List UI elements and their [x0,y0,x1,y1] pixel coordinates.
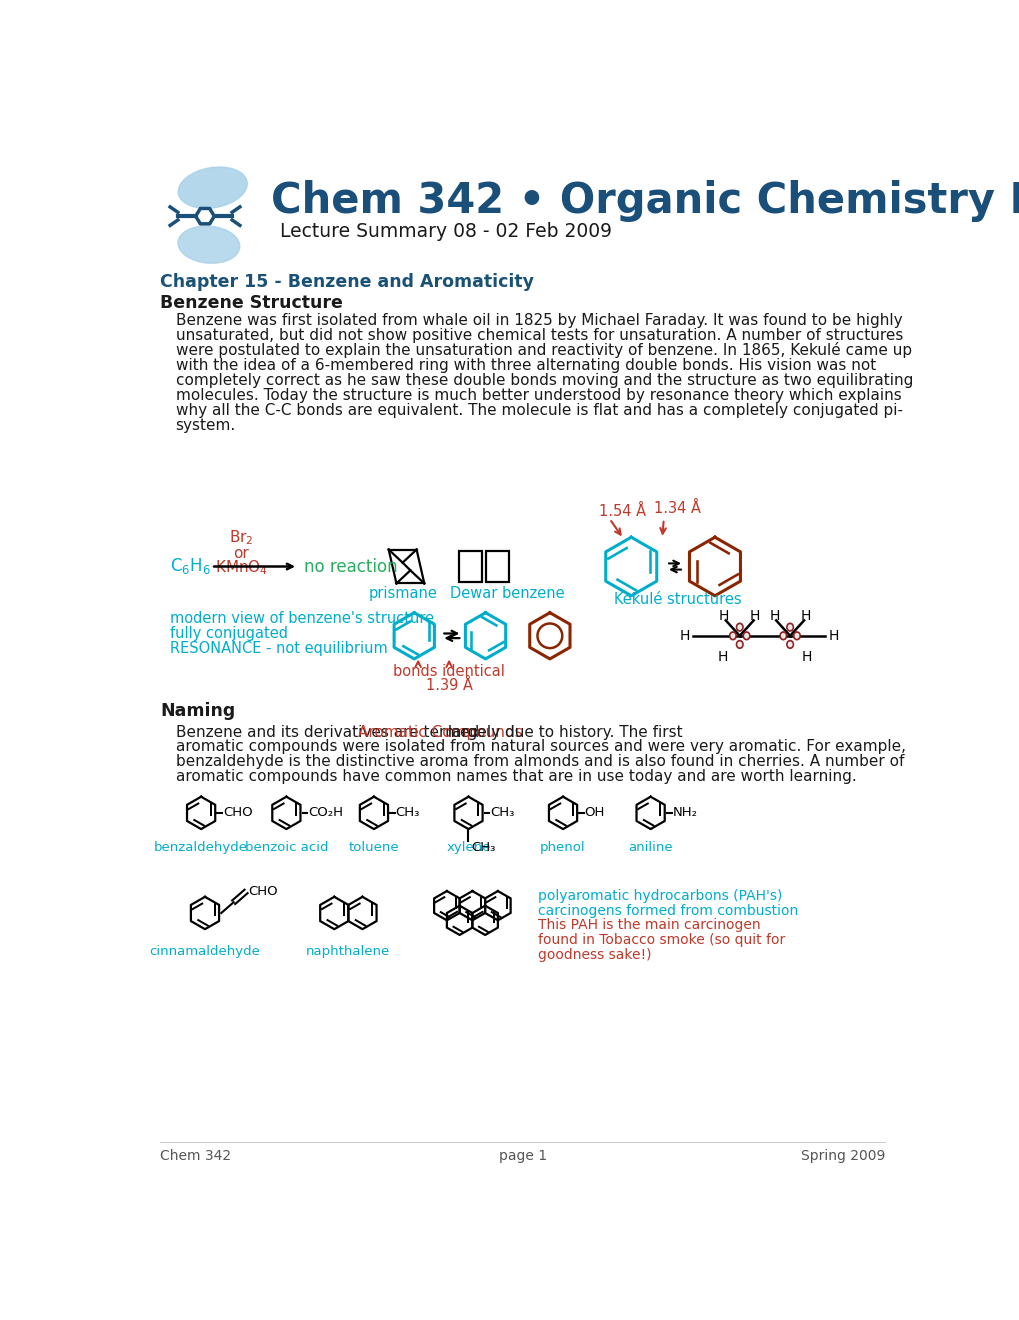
Text: Benzene Structure: Benzene Structure [160,294,342,312]
Text: H: H [801,651,811,664]
Text: aromatic compounds have common names that are in use today and are worth learnin: aromatic compounds have common names tha… [175,770,856,784]
Ellipse shape [738,643,741,647]
Text: Chem 342 • Organic Chemistry II: Chem 342 • Organic Chemistry II [271,180,1019,222]
Ellipse shape [788,626,791,630]
Ellipse shape [780,632,786,640]
Ellipse shape [736,640,743,648]
Text: goodness sake!): goodness sake!) [538,948,651,961]
Text: H: H [768,609,780,623]
Text: why all the C-C bonds are equivalent. The molecule is flat and has a completely : why all the C-C bonds are equivalent. Th… [175,403,902,417]
Text: 1.34 Å: 1.34 Å [654,502,701,516]
Text: H: H [749,609,760,623]
Text: Chapter 15 - Benzene and Aromaticity: Chapter 15 - Benzene and Aromaticity [160,273,534,290]
Text: page 1: page 1 [498,1150,546,1163]
Text: 1.39 Å: 1.39 Å [425,678,472,693]
Text: Dewar benzene: Dewar benzene [449,586,564,601]
Text: OH: OH [584,807,604,820]
Text: largely due to history. The first: largely due to history. The first [442,725,682,739]
Ellipse shape [177,226,239,263]
Text: H: H [718,609,729,623]
Text: no reaction: no reaction [304,557,397,576]
Text: CH₃: CH₃ [490,807,514,820]
Text: fully conjugated: fully conjugated [170,626,287,642]
Ellipse shape [743,632,749,640]
Text: Benzene and its derivatives are termed: Benzene and its derivatives are termed [175,725,483,739]
Text: benzaldehyde is the distinctive aroma from almonds and is also found in cherries: benzaldehyde is the distinctive aroma fr… [175,754,903,770]
Text: Spring 2009: Spring 2009 [800,1150,884,1163]
Text: 1.54 Å: 1.54 Å [598,503,645,519]
Text: xylene: xylene [446,841,490,854]
Text: NH₂: NH₂ [672,807,697,820]
Text: CO₂H: CO₂H [308,807,342,820]
Text: found in Tobacco smoke (so quit for: found in Tobacco smoke (so quit for [538,933,785,946]
Text: or: or [233,546,249,561]
Text: CHO: CHO [222,807,253,820]
Ellipse shape [788,643,791,647]
Text: Lecture Summary 08 - 02 Feb 2009: Lecture Summary 08 - 02 Feb 2009 [280,222,611,242]
Text: Aromatic Compounds: Aromatic Compounds [358,725,523,739]
Text: toluene: toluene [348,841,398,854]
Text: RESONANCE - not equilibrium: RESONANCE - not equilibrium [170,640,387,656]
Text: H: H [828,628,839,643]
Text: polyaromatic hydrocarbons (PAH's): polyaromatic hydrocarbons (PAH's) [538,890,782,903]
Text: cinnamaldehyde: cinnamaldehyde [150,945,260,958]
Ellipse shape [781,634,785,638]
Ellipse shape [178,168,247,209]
Text: molecules. Today the structure is much better understood by resonance theory whi: molecules. Today the structure is much b… [175,388,901,403]
Ellipse shape [786,640,793,648]
Text: Br$_2$: Br$_2$ [229,528,254,548]
Text: with the idea of a 6-membered ring with three alternating double bonds. His visi: with the idea of a 6-membered ring with … [175,358,875,372]
Ellipse shape [744,634,748,638]
Text: Benzene was first isolated from whale oil in 1825 by Michael Faraday. It was fou: Benzene was first isolated from whale oi… [175,313,901,327]
Text: prismane: prismane [368,586,436,601]
Text: CHO: CHO [249,884,278,898]
Text: Naming: Naming [160,702,235,721]
Ellipse shape [731,634,734,638]
Text: H: H [679,628,690,643]
Bar [485,552,508,582]
Text: unsaturated, but did not show positive chemical tests for unsaturation. A number: unsaturated, but did not show positive c… [175,327,902,343]
Text: carcinogens formed from combustion: carcinogens formed from combustion [538,904,798,917]
Text: Kekulé structures: Kekulé structures [613,593,741,607]
Text: completely correct as he saw these double bonds moving and the structure as two : completely correct as he saw these doubl… [175,372,912,388]
Text: benzoic acid: benzoic acid [245,841,328,854]
Text: H: H [716,651,728,664]
Ellipse shape [786,623,793,631]
Text: phenol: phenol [540,841,585,854]
Ellipse shape [795,634,798,638]
Text: CH₃: CH₃ [395,807,420,820]
Text: H: H [800,609,810,623]
Ellipse shape [729,632,736,640]
Text: KMnO$_4$: KMnO$_4$ [215,558,268,577]
Ellipse shape [736,623,743,631]
Text: bonds identical: bonds identical [392,664,504,680]
Text: C$_6$H$_6$: C$_6$H$_6$ [170,557,211,577]
Text: This PAH is the main carcinogen: This PAH is the main carcinogen [538,919,760,932]
Ellipse shape [738,626,741,630]
Text: system.: system. [175,417,235,433]
Text: naphthalene: naphthalene [306,945,390,958]
Ellipse shape [793,632,800,640]
Bar [459,552,482,582]
Text: CH₃: CH₃ [471,841,494,854]
Text: aniline: aniline [628,841,673,854]
Text: benzaldehyde: benzaldehyde [154,841,248,854]
Text: aromatic compounds were isolated from natural sources and were very aromatic. Fo: aromatic compounds were isolated from na… [175,739,905,754]
Text: were postulated to explain the unsaturation and reactivity of benzene. In 1865, : were postulated to explain the unsaturat… [175,342,911,358]
Text: modern view of benzene's structure: modern view of benzene's structure [170,611,434,627]
Text: Chem 342: Chem 342 [160,1150,231,1163]
